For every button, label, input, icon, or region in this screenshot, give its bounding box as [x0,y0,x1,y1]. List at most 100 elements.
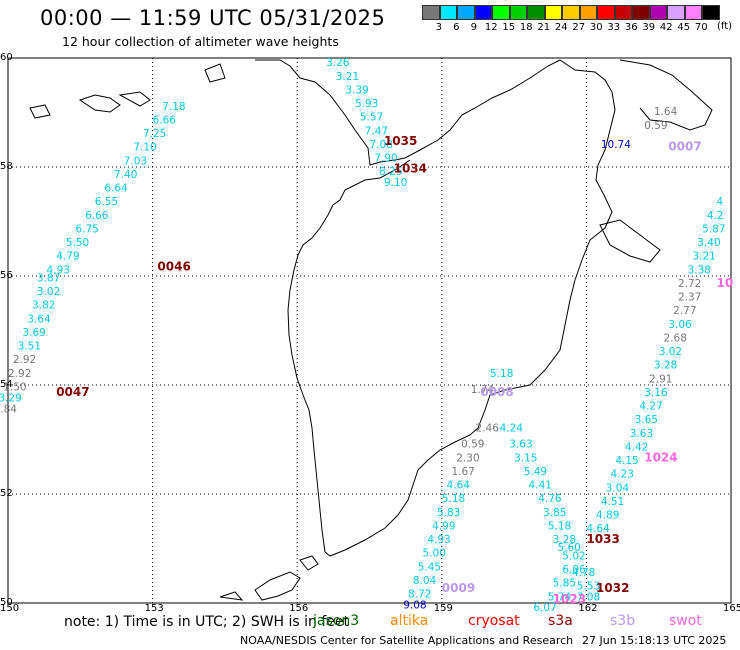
wave-height-value: 5.49 [524,466,547,478]
lat-lon-grid [7,57,732,604]
wave-height-value: 3.16 [644,387,668,399]
wave-height-value: 7.10 [133,142,156,154]
wave-height-value: 7.47 [365,125,388,137]
color-scale-label: 39 [642,22,656,33]
wave-height-value: 4.64 [447,480,471,492]
track-id-label: 1023 [553,592,586,606]
wave-height-value: 4.93 [427,534,450,546]
wave-height-value: 0.59 [461,439,484,451]
color-scale-label: 42 [659,22,673,33]
wave-height-value: 0.59 [644,120,667,132]
wave-height-value: 3.69 [22,327,45,339]
color-scale-bar [422,5,720,20]
wave-height-value: 6.66 [85,210,109,222]
latitude-label: 60 [0,52,13,63]
wave-height-value: 4.79 [56,251,79,263]
satellite-s3a: s3a [548,613,573,629]
wave-height-value: 3.63 [509,439,532,451]
wave-height-value: 3.87 [37,272,60,284]
wave-height-value: 7.03 [124,155,147,167]
longitude-label: 162 [578,603,598,614]
wave-height-value: 4.23 [611,469,634,481]
wave-height-value: 2.92 [8,368,31,380]
color-scale-label: 6 [453,22,460,33]
longitude-label: 156 [289,603,309,614]
color-scale-label: 9 [470,22,477,33]
track-id-label: 0008 [480,385,513,399]
color-scale-label: 21 [537,22,551,33]
wave-height-value: 2.68 [664,332,687,344]
wave-height-value: 5.93 [355,98,378,110]
timestamp-text: 27 Jun 15:18:13 UTC 2025 [582,634,727,647]
kuril-island-3 [219,591,244,601]
wave-height-value: 1.67 [451,466,474,478]
wave-height-value: 2.46 [476,422,500,434]
color-swatch [492,5,510,20]
wave-height-value: 4.99 [432,520,455,532]
wave-height-value: 3.85 [543,507,566,519]
longitude-label: 150 [0,603,20,614]
track-id-label: 0046 [157,260,190,274]
wave-height-value: 3.02 [659,346,682,358]
color-scale-label: 15 [502,22,516,33]
satellite-jason3: jason3 [313,613,360,629]
island-1 [78,94,121,113]
longitude-label: 165 [723,603,740,614]
color-scale-label: 30 [589,22,603,33]
wave-height-value: 5.50 [66,237,89,249]
wave-height-value: 7.08 [370,139,393,151]
wave-height-value: 3.38 [688,264,711,276]
color-scale-label: 24 [554,22,568,33]
color-swatch [422,5,440,20]
wave-height-value: 3.64 [27,313,51,325]
color-swatch [457,5,475,20]
color-swatch [527,5,545,20]
wave-height-value: 4.76 [538,493,562,505]
wave-height-value: 5.18 [548,520,571,532]
wave-height-value: 4 [717,196,724,208]
wave-height-value: 6.75 [75,223,98,235]
wave-height-value: 2.72 [678,278,701,290]
island-2 [118,91,151,107]
wave-height-value: 5.53 [577,580,600,592]
page-subtitle: 12 hour collection of altimeter wave hei… [62,34,339,49]
wave-height-value: 5.45 [418,561,441,573]
kuril-island-2 [299,555,319,571]
color-swatch [684,5,702,20]
credit-text: NOAA/NESDIS Center for Satellite Applica… [240,634,574,647]
wave-height-value: 3.65 [635,414,658,426]
color-scale-label: 3 [435,22,442,33]
wave-height-value: 6.06 [562,564,586,576]
latitude-label: 54 [0,379,13,390]
wave-height-value: 5.85 [553,578,576,590]
kuril-island-1 [254,571,301,601]
wave-height-value: 3.04 [606,482,630,494]
wave-height-value: 9.10 [384,177,407,189]
wave-height-value: 2.30 [456,452,479,464]
color-scale-label: 70 [694,22,708,33]
wave-height-value: 4.51 [601,496,624,508]
track-id-label: 0047 [56,385,89,399]
color-swatch [649,5,667,20]
color-scale-label: 45 [677,22,691,33]
coastline-north [255,59,561,166]
color-swatch [667,5,685,20]
satellite-cryosat: cryosat [468,613,520,629]
color-swatch [702,5,720,20]
wave-height-value: 7.18 [162,101,185,113]
track-id-label: 0007 [668,140,701,154]
color-swatch [474,5,492,20]
color-scale-labels: 3 6 9 12 15 18 21 24 27 30 33 36 39 42 45 70 [422,22,710,33]
color-scale-unit: (ft) [717,21,733,32]
wave-height-value: 3.15 [514,452,537,464]
wave-height-value: 8.72 [408,589,431,601]
page-title: 00:00 — 11:59 UTC 05/31/2025 [40,6,386,30]
color-swatch [614,5,632,20]
satellite-s3b: s3b [610,613,636,629]
wave-height-value: 2.37 [678,292,701,304]
wave-height-value: 6.66 [153,114,177,126]
wave-height-value: 5.83 [437,507,460,519]
island-3 [204,63,226,83]
wave-height-value: 2.77 [673,305,696,317]
